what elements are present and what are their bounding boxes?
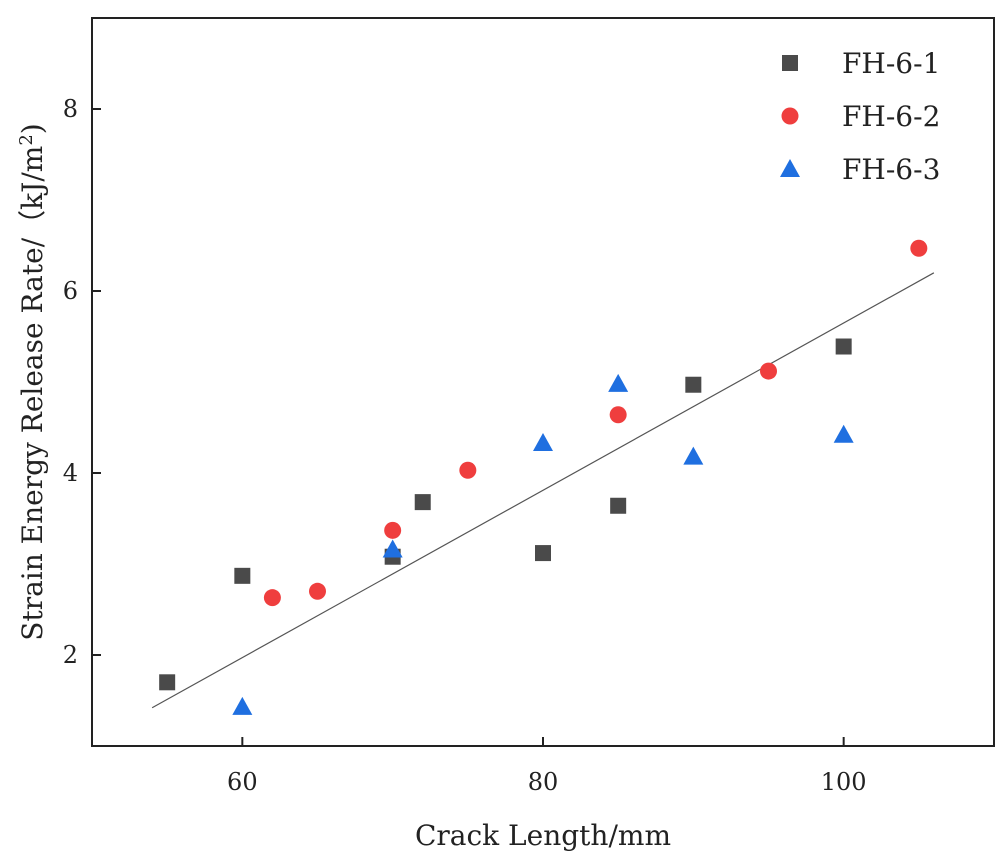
- y-tick-label: 6: [63, 277, 78, 305]
- y-axis-title-close: ): [16, 123, 49, 134]
- data-point-fh-6-3: [382, 539, 403, 558]
- legend-marker-fh-6-3: [780, 159, 800, 177]
- y-axis-title: Strain Energy Release Rate/（kJ/m2): [16, 123, 50, 640]
- data-point-fh-6-2: [910, 239, 928, 257]
- y-tick-label: 4: [63, 459, 78, 487]
- legend: FH-6-1 FH-6-2 FH-6-3: [780, 47, 940, 186]
- data-points: [159, 239, 928, 715]
- legend-marker-fh-6-2: [781, 107, 799, 125]
- legend-label-fh-6-3: FH-6-3: [842, 153, 940, 186]
- data-point-fh-6-1: [234, 567, 251, 584]
- data-point-fh-6-3: [232, 696, 253, 715]
- y-axis-title-main: Strain Energy Release Rate/（kJ/m: [16, 146, 49, 641]
- data-point-fh-6-2: [609, 406, 627, 424]
- x-tick-label: 80: [528, 768, 559, 796]
- x-tick-label: 60: [227, 768, 258, 796]
- data-point-fh-6-1: [159, 674, 176, 691]
- data-point-fh-6-2: [760, 362, 777, 380]
- data-point-fh-6-2: [459, 461, 477, 479]
- fit-line: [151, 272, 935, 709]
- data-point-fh-6-1: [685, 376, 702, 393]
- data-point-fh-6-3: [683, 446, 704, 465]
- data-point-fh-6-1: [610, 497, 627, 514]
- axis-ticks: 60 80 100 2 4 6 8: [63, 95, 867, 796]
- data-point-fh-6-2: [384, 521, 402, 539]
- y-tick-label: 8: [63, 95, 78, 123]
- data-point-fh-6-3: [833, 424, 854, 443]
- legend-marker-fh-6-1: [782, 55, 798, 71]
- data-point-fh-6-3: [608, 373, 629, 392]
- x-axis-title: Crack Length/mm: [415, 819, 671, 852]
- data-point-fh-6-1: [835, 338, 852, 355]
- data-point-fh-6-1: [535, 545, 551, 562]
- legend-label-fh-6-1: FH-6-1: [842, 47, 940, 80]
- x-tick-label: 100: [821, 768, 867, 796]
- data-point-fh-6-2: [309, 582, 326, 600]
- data-point-fh-6-3: [533, 432, 553, 451]
- y-axis-title-superscript: 2: [16, 134, 37, 145]
- y-tick-label: 2: [63, 641, 78, 669]
- data-point-fh-6-1: [414, 494, 431, 511]
- legend-label-fh-6-2: FH-6-2: [842, 100, 940, 133]
- data-point-fh-6-2: [263, 589, 281, 607]
